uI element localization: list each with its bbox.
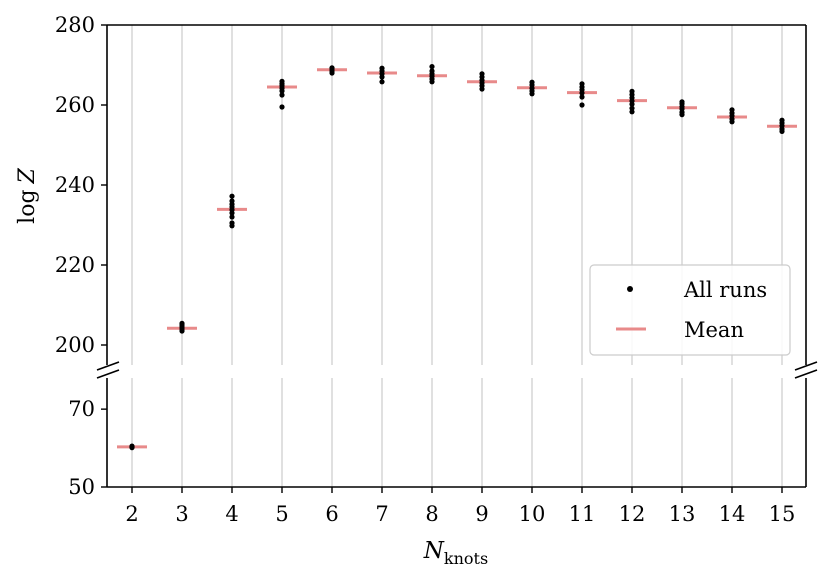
x-tick-label-15: 15: [769, 502, 796, 526]
grid-lines: [131, 25, 783, 487]
run-point-4-8: [229, 193, 235, 199]
run-point-5-1: [279, 92, 285, 98]
run-point-12-1: [629, 105, 635, 111]
y-tick-label-70: 70: [68, 397, 95, 421]
mean-markers: [117, 68, 797, 449]
run-point-3-4: [179, 320, 185, 326]
legend-label-mean: Mean: [684, 318, 744, 342]
y-tick-label-50: 50: [68, 475, 95, 499]
legend: All runs Mean: [589, 264, 791, 356]
y-tick-label-240: 240: [55, 173, 95, 197]
run-point-8-4: [429, 68, 435, 74]
run-point-11-5: [579, 81, 585, 87]
run-point-11-1: [579, 94, 585, 100]
x-tick-label-14: 14: [719, 502, 746, 526]
run-point-2-2: [129, 443, 135, 449]
run-points: [129, 64, 785, 451]
x-axis-label: Nknots: [423, 538, 488, 568]
y-tick-label-260: 260: [55, 93, 95, 117]
run-point-14-4: [729, 107, 735, 113]
x-tick-label-13: 13: [669, 502, 696, 526]
run-point-12-0: [629, 109, 635, 115]
run-point-11-0: [579, 102, 585, 108]
run-point-13-5: [679, 99, 685, 105]
legend-label-all-runs: All runs: [683, 278, 767, 302]
x-tick-label-11: 11: [569, 502, 596, 526]
axis-break-marks: [96, 361, 818, 379]
x-tick-label-9: 9: [475, 502, 488, 526]
run-point-4-7: [229, 198, 235, 204]
run-point-10-4: [529, 79, 535, 85]
run-point-4-1: [229, 220, 235, 226]
x-axis-ticks: 2 3 4 5 6 7 8 9 10 11 12 13 14 15: [125, 487, 795, 526]
break-mark-right-1: [794, 361, 818, 371]
x-tick-label-12: 12: [619, 502, 646, 526]
axes-frame: [106, 24, 807, 488]
run-point-6-3: [329, 65, 335, 71]
y-axis-label-base: log: [15, 189, 40, 223]
x-tick-label-7: 7: [375, 502, 388, 526]
run-point-15-4: [779, 117, 785, 123]
break-mark-left-1: [96, 361, 120, 371]
x-tick-label-4: 4: [225, 502, 238, 526]
y-tick-label-280: 280: [55, 13, 95, 37]
run-point-12-6: [629, 88, 635, 94]
x-tick-label-3: 3: [175, 502, 188, 526]
run-point-9-5: [479, 71, 485, 77]
y-axis-label: log Z: [15, 167, 40, 223]
run-point-7-0: [379, 79, 385, 85]
x-tick-label-2: 2: [125, 502, 138, 526]
y-tick-label-220: 220: [55, 253, 95, 277]
x-tick-label-6: 6: [325, 502, 338, 526]
run-point-7-4: [379, 65, 385, 71]
break-mark-left-2: [96, 369, 120, 379]
x-tick-label-10: 10: [519, 502, 546, 526]
run-point-5-6: [279, 78, 285, 84]
y-tick-label-200: 200: [55, 333, 95, 357]
legend-marker-all-runs: [627, 286, 633, 292]
run-point-4-2: [229, 214, 235, 220]
x-tick-label-8: 8: [425, 502, 438, 526]
break-mark-right-2: [794, 369, 818, 379]
y-axis-ticks: 200 220 240 260 280 50 70: [55, 13, 107, 499]
run-point-8-5: [429, 64, 435, 70]
legend-box: [589, 264, 791, 356]
x-axis-label-sub: knots: [444, 549, 488, 568]
run-point-5-0: [279, 104, 285, 110]
x-axis-label-base: N: [423, 538, 445, 564]
y-axis-label-var: Z: [15, 167, 40, 184]
x-tick-label-5: 5: [275, 502, 288, 526]
